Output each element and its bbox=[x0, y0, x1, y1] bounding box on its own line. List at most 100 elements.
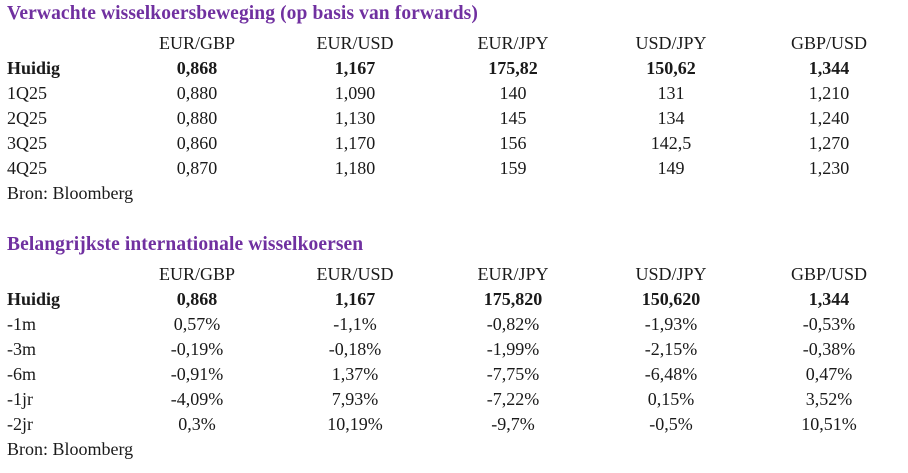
cell: 7,93% bbox=[331, 389, 379, 409]
table-row-2jr: -2jr 0,3% 10,19% -9,7% -0,5% 10,51% bbox=[0, 412, 908, 437]
cell: 1,090 bbox=[334, 83, 376, 103]
table-row-huidig: Huidig 0,868 1,167 175,82 150,62 1,344 bbox=[0, 56, 908, 81]
table-row-1q25: 1Q25 0,880 1,090 140 131 1,210 bbox=[0, 81, 908, 106]
cell: 1,230 bbox=[808, 158, 850, 178]
international-rates-table: EUR/GBP EUR/USD EUR/JPY USD/JPY GBP/USD … bbox=[0, 262, 908, 437]
cell: 1,37% bbox=[331, 364, 379, 384]
cell: 1,130 bbox=[334, 108, 376, 128]
cell: 10,19% bbox=[327, 414, 383, 434]
cell: 0,868 bbox=[176, 58, 218, 78]
cell: 175,820 bbox=[483, 289, 543, 309]
cell: 0,57% bbox=[173, 314, 221, 334]
row-label: -1jr bbox=[7, 389, 33, 409]
column-header-usd-jpy: USD/JPY bbox=[635, 264, 707, 284]
table-row-1jr: -1jr -4,09% 7,93% -7,22% 0,15% 3,52% bbox=[0, 387, 908, 412]
cell: -1,93% bbox=[644, 314, 698, 334]
column-header-usd-jpy: USD/JPY bbox=[635, 33, 707, 53]
cell: 134 bbox=[657, 108, 685, 128]
row-label: -3m bbox=[7, 339, 36, 359]
column-header-gbp-usd: GBP/USD bbox=[790, 264, 867, 284]
cell: -0,53% bbox=[802, 314, 856, 334]
source-note: Bron: Bloomberg bbox=[7, 183, 134, 203]
cell: -0,38% bbox=[802, 339, 856, 359]
cell: 1,344 bbox=[808, 58, 850, 78]
cell: 159 bbox=[499, 158, 527, 178]
cell: -7,22% bbox=[486, 389, 540, 409]
cell: -2,15% bbox=[644, 339, 698, 359]
cell: 1,180 bbox=[334, 158, 376, 178]
cell: 0,880 bbox=[176, 108, 218, 128]
table-row-huidig: Huidig 0,868 1,167 175,820 150,620 1,344 bbox=[0, 287, 908, 312]
cell: -6,48% bbox=[644, 364, 698, 384]
cell: 149 bbox=[657, 158, 685, 178]
cell: 142,5 bbox=[650, 133, 692, 153]
cell: 1,270 bbox=[808, 133, 850, 153]
cell: 0,880 bbox=[176, 83, 218, 103]
forwards-table-title: Verwachte wisselkoersbeweging (op basis … bbox=[7, 3, 478, 24]
row-label: Huidig bbox=[7, 58, 61, 78]
table-row-3m: -3m -0,19% -0,18% -1,99% -2,15% -0,38% bbox=[0, 337, 908, 362]
cell: 0,868 bbox=[176, 289, 218, 309]
cell: 0,3% bbox=[178, 414, 216, 434]
forwards-table: EUR/GBP EUR/USD EUR/JPY USD/JPY GBP/USD … bbox=[0, 31, 908, 181]
row-label: -1m bbox=[7, 314, 36, 334]
cell: 1,167 bbox=[334, 289, 376, 309]
international-rates-table-title: Belangrijkste internationale wisselkoers… bbox=[7, 234, 364, 255]
column-header-eur-gbp: EUR/GBP bbox=[159, 33, 236, 53]
cell: 150,620 bbox=[641, 289, 701, 309]
cell: -0,82% bbox=[486, 314, 540, 334]
header-corner-cell bbox=[0, 31, 118, 56]
row-label: -6m bbox=[7, 364, 36, 384]
row-label: 1Q25 bbox=[7, 83, 47, 103]
cell: -7,75% bbox=[486, 364, 540, 384]
cell: 175,82 bbox=[488, 58, 538, 78]
cell: -4,09% bbox=[170, 389, 224, 409]
cell: 131 bbox=[657, 83, 685, 103]
cell: 1,344 bbox=[808, 289, 850, 309]
column-header-eur-jpy: EUR/JPY bbox=[477, 33, 549, 53]
cell: 0,15% bbox=[647, 389, 695, 409]
cell: 1,210 bbox=[808, 83, 850, 103]
cell: 0,870 bbox=[176, 158, 218, 178]
table-row-4q25: 4Q25 0,870 1,180 159 149 1,230 bbox=[0, 156, 908, 181]
row-label: 4Q25 bbox=[7, 158, 47, 178]
row-label: 2Q25 bbox=[7, 108, 47, 128]
column-header-eur-usd: EUR/USD bbox=[316, 264, 394, 284]
row-label: Huidig bbox=[7, 289, 61, 309]
cell: -1,99% bbox=[486, 339, 540, 359]
cell: 150,62 bbox=[646, 58, 696, 78]
column-header-gbp-usd: GBP/USD bbox=[790, 33, 867, 53]
cell: 0,860 bbox=[176, 133, 218, 153]
cell: -0,91% bbox=[170, 364, 224, 384]
row-label: 3Q25 bbox=[7, 133, 47, 153]
table-row-3q25: 3Q25 0,860 1,170 156 142,5 1,270 bbox=[0, 131, 908, 156]
source-note: Bron: Bloomberg bbox=[7, 439, 134, 459]
cell: -0,19% bbox=[170, 339, 224, 359]
cell: 1,170 bbox=[334, 133, 376, 153]
forwards-section: Verwachte wisselkoersbeweging (op basis … bbox=[0, 2, 908, 206]
row-label: -2jr bbox=[7, 414, 33, 434]
cell: 156 bbox=[499, 133, 527, 153]
header-corner-cell bbox=[0, 262, 118, 287]
cell: 10,51% bbox=[801, 414, 857, 434]
table-row-1m: -1m 0,57% -1,1% -0,82% -1,93% -0,53% bbox=[0, 312, 908, 337]
header-row: EUR/GBP EUR/USD EUR/JPY USD/JPY GBP/USD bbox=[0, 262, 908, 287]
international-rates-section: Belangrijkste internationale wisselkoers… bbox=[0, 233, 908, 462]
cell: -9,7% bbox=[491, 414, 535, 434]
header-row: EUR/GBP EUR/USD EUR/JPY USD/JPY GBP/USD bbox=[0, 31, 908, 56]
cell: -1,1% bbox=[333, 314, 377, 334]
table-row-6m: -6m -0,91% 1,37% -7,75% -6,48% 0,47% bbox=[0, 362, 908, 387]
cell: -0,18% bbox=[328, 339, 382, 359]
column-header-eur-usd: EUR/USD bbox=[316, 33, 394, 53]
cell: 3,52% bbox=[805, 389, 853, 409]
cell: 0,47% bbox=[805, 364, 853, 384]
table-row-2q25: 2Q25 0,880 1,130 145 134 1,240 bbox=[0, 106, 908, 131]
column-header-eur-gbp: EUR/GBP bbox=[159, 264, 236, 284]
column-header-eur-jpy: EUR/JPY bbox=[477, 264, 549, 284]
cell: 1,240 bbox=[808, 108, 850, 128]
cell: 1,167 bbox=[334, 58, 376, 78]
cell: 140 bbox=[499, 83, 527, 103]
cell: 145 bbox=[499, 108, 527, 128]
cell: -0,5% bbox=[649, 414, 693, 434]
